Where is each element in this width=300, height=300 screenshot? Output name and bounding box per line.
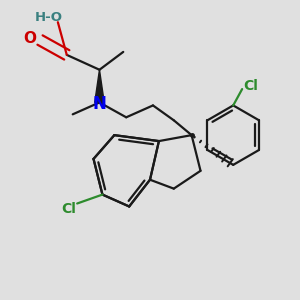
Text: N: N	[92, 95, 106, 113]
Text: H-O: H-O	[35, 11, 63, 24]
Text: O: O	[23, 31, 36, 46]
Polygon shape	[95, 70, 104, 102]
Text: Cl: Cl	[244, 79, 259, 93]
Text: Cl: Cl	[61, 202, 76, 216]
